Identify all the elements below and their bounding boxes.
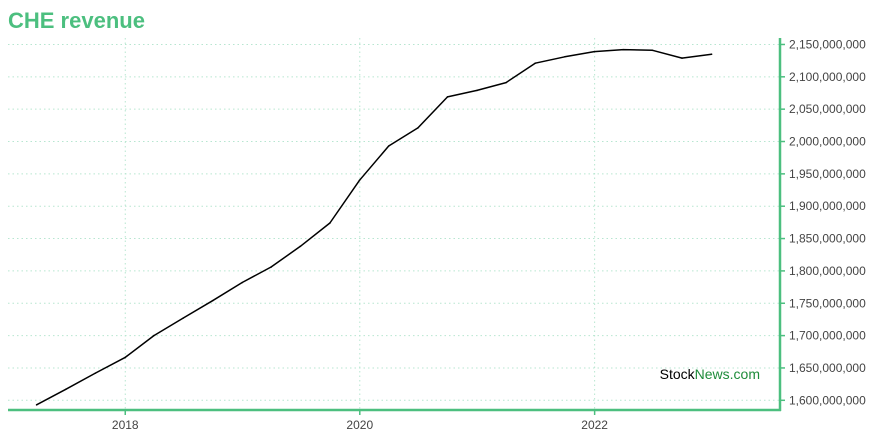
data-point: [329, 222, 331, 224]
data-point: [710, 53, 713, 55]
x-tick-label: 2022: [581, 418, 608, 432]
y-tick-label: 1,650,000,000: [789, 361, 866, 375]
data-point: [505, 81, 507, 84]
watermark-com: .com: [730, 366, 760, 382]
data-point: [241, 281, 244, 284]
data-point: [211, 299, 214, 302]
data-point: [534, 62, 536, 65]
y-tick-label: 2,150,000,000: [789, 37, 866, 51]
chart-title: CHE revenue: [8, 8, 145, 33]
y-tick-label: 1,700,000,000: [789, 329, 866, 343]
x-tick-label: 2018: [112, 418, 139, 432]
data-point: [593, 50, 596, 53]
axes: [8, 38, 785, 415]
series-line: [36, 48, 712, 406]
data-point: [153, 334, 155, 337]
data-point: [417, 127, 419, 129]
data-point: [476, 89, 478, 92]
data-point: [270, 266, 272, 268]
data-point: [446, 96, 449, 98]
data-point: [299, 245, 302, 248]
y-tick-label: 1,750,000,000: [789, 296, 866, 310]
grid-lines: [8, 38, 780, 410]
watermark-news: News: [695, 366, 730, 382]
y-tick-label: 2,050,000,000: [789, 102, 866, 116]
data-point: [182, 317, 184, 319]
x-tick-label: 2020: [346, 418, 373, 432]
data-point: [124, 356, 126, 359]
data-point: [94, 372, 97, 374]
tick-labels: 1,600,000,000 1,650,000,000 1,700,000,000 1…: [112, 37, 866, 432]
data-point: [563, 55, 566, 58]
y-tick-label: 2,000,000,000: [789, 135, 866, 149]
y-tick-label: 1,850,000,000: [789, 232, 866, 246]
data-point: [35, 404, 38, 406]
y-tick-label: 1,800,000,000: [789, 264, 866, 278]
watermark-stock: Stock: [660, 366, 696, 382]
watermark: StockNews.com: [660, 366, 760, 382]
data-point: [651, 49, 654, 52]
y-tick-label: 2,100,000,000: [789, 70, 866, 84]
data-point: [622, 48, 625, 51]
data-point: [387, 145, 390, 147]
series-layer: [35, 48, 713, 406]
data-point: [681, 57, 683, 59]
y-tick-label: 1,900,000,000: [789, 199, 866, 213]
y-tick-label: 1,600,000,000: [789, 393, 866, 407]
y-tick-label: 1,950,000,000: [789, 167, 866, 181]
data-point: [65, 388, 67, 391]
data-point: [358, 179, 361, 182]
